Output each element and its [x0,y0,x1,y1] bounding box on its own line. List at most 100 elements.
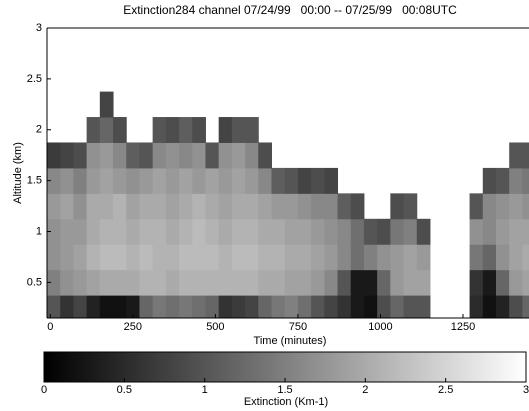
heatmap-cell [60,269,74,296]
heatmap-cell [113,117,127,143]
heatmap-cell [495,193,510,220]
x-tick-label: 250 [124,321,142,333]
heatmap-cell [218,167,233,194]
heatmap-cell [297,193,312,220]
x-axis-label: Time (minutes) [254,335,327,347]
heatmap-cell [509,142,523,169]
heatmap-cell [179,218,193,245]
heatmap-cell [245,269,259,296]
heatmap-cell [377,244,391,271]
heatmap-cell [152,117,167,143]
heatmap-cell [284,295,299,318]
heatmap-cell [179,193,193,220]
heatmap-cell [99,117,114,143]
heatmap-cell [165,244,180,271]
heatmap-cell [86,244,101,271]
heatmap-cell [284,167,299,194]
heatmap-cell [311,218,325,245]
heatmap-cell [165,193,180,220]
heatmap-cell [205,295,220,318]
heatmap-cell [403,193,418,220]
colorbar-tick-label: 3 [523,384,529,396]
heatmap-cell [522,244,529,271]
heatmap-cell [416,218,431,245]
heatmap-cell [509,269,523,296]
heatmap-cell [73,295,88,318]
heatmap-cell [218,218,233,245]
heatmap-cell [192,269,206,296]
heatmap-cell [139,193,154,220]
heatmap-cell [60,218,74,245]
heatmap-cell [363,295,378,318]
heatmap-cell [60,295,74,318]
heatmap-cell [258,218,272,245]
heatmap-cell [47,269,61,296]
heatmap-cell [126,295,140,318]
heatmap [47,91,529,318]
heatmap-cell [245,167,259,194]
heatmap-cell [205,244,220,271]
heatmap-cell [231,244,246,271]
heatmap-cell [231,269,246,296]
colorbar-tick-label: 0.5 [117,384,132,396]
heatmap-cell [99,193,114,220]
heatmap-cell [99,295,114,318]
y-tick-label: 1 [36,225,42,237]
y-tick-label: 2 [36,124,42,136]
heatmap-cell [113,167,127,194]
heatmap-cell [363,218,378,245]
heatmap-cell [205,193,220,220]
heatmap-cell [205,167,220,194]
heatmap-cell [192,218,206,245]
heatmap-cell [245,142,259,169]
heatmap-cell [482,167,497,194]
heatmap-cell [271,269,286,296]
heatmap-cell [205,142,220,169]
heatmap-cell [139,269,154,296]
heatmap-cell [113,142,127,169]
heatmap-cell [390,244,405,271]
heatmap-cell [469,269,484,296]
heatmap-cell [403,295,418,318]
heatmap-cell [324,295,339,318]
heatmap-cell [99,244,114,271]
heatmap-cell [245,218,259,245]
heatmap-cell [73,167,88,194]
heatmap-cell [258,269,272,296]
heatmap-cell [495,295,510,318]
heatmap-cell [337,295,352,318]
heatmap-cell [113,193,127,220]
heatmap-cell [377,295,391,318]
heatmap-cell [165,218,180,245]
heatmap-cell [231,295,246,318]
heatmap-cell [60,142,74,169]
heatmap-cell [179,269,193,296]
y-tick-label: 0.5 [27,276,42,288]
heatmap-cell [245,193,259,220]
heatmap-cell [297,244,312,271]
heatmap-cell [311,269,325,296]
heatmap-cell [192,167,206,194]
heatmap-cell [179,117,193,143]
heatmap-cell [165,117,180,143]
heatmap-cell [469,193,484,220]
heatmap-cell [152,295,167,318]
heatmap-cell [60,167,74,194]
heatmap-cell [390,193,405,220]
heatmap-cell [86,142,101,169]
y-tick-label: 2.5 [27,73,42,85]
x-tick-label: 0 [47,321,53,333]
heatmap-cell [218,142,233,169]
heatmap-cell [522,269,529,296]
heatmap-cell [126,218,140,245]
heatmap-cell [218,244,233,271]
heatmap-cell [231,193,246,220]
heatmap-cell [311,295,325,318]
heatmap-cell [99,218,114,245]
heatmap-cell [139,218,154,245]
heatmap-cell [271,167,286,194]
heatmap-cell [73,244,88,271]
heatmap-cell [377,218,391,245]
heatmap-cell [258,244,272,271]
heatmap-cell [218,269,233,296]
